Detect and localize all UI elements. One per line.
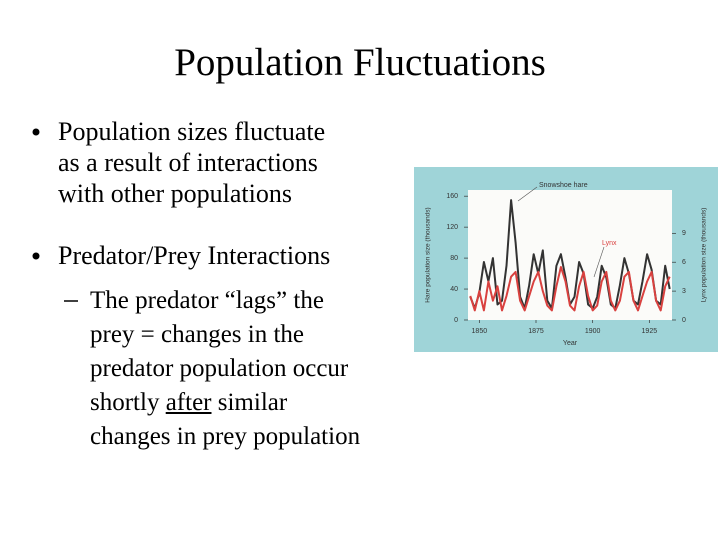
label-leader xyxy=(517,186,538,202)
x-tick-label: 1900 xyxy=(585,328,601,335)
x-tick-label: 1850 xyxy=(472,328,488,335)
y-tick-label: 80 xyxy=(450,255,458,262)
text-line: Predator/Prey Interactions xyxy=(58,241,331,270)
bullet-marker xyxy=(32,128,40,136)
label-leader xyxy=(593,246,605,278)
series-line xyxy=(469,266,671,312)
y-tick-label: 40 xyxy=(450,286,458,293)
x-tick-label: 1875 xyxy=(528,328,544,335)
y2-tick-label: 3 xyxy=(682,288,686,295)
x-tick-label: 1925 xyxy=(642,328,658,335)
series-label: Lynx xyxy=(602,240,617,247)
y2-axis-title: Lynx population size (thousands) xyxy=(701,208,708,303)
y-tick-label: 160 xyxy=(446,193,458,200)
text-run: after xyxy=(165,389,212,416)
text-run: shortly xyxy=(90,389,166,416)
bullet: Population sizes fluctuate as a result of… xyxy=(58,116,325,209)
text-line: shortly after similar xyxy=(90,386,360,420)
y2-tick-label: 0 xyxy=(682,317,686,324)
y2-tick-label: 6 xyxy=(682,259,686,266)
slide-title: Population Fluctuations xyxy=(174,41,546,84)
y2-tick-label: 9 xyxy=(682,230,686,237)
y-tick-label: 0 xyxy=(454,317,458,324)
y-tick-label: 120 xyxy=(446,224,458,231)
series-label: Snowshoe hare xyxy=(539,182,588,189)
bullet: Predator/Prey Interactions xyxy=(58,240,330,271)
text-line: changes in prey population xyxy=(90,423,361,450)
text-line: predator population occur xyxy=(90,355,349,382)
bullet-marker xyxy=(32,252,40,260)
text-run: similar xyxy=(211,389,288,416)
text-line: prey = changes in the xyxy=(90,321,305,348)
text-line: The predator “lags” the xyxy=(90,287,324,314)
y-axis-title: Hare population size (thousands) xyxy=(425,207,432,302)
text-line: Population sizes fluctuate xyxy=(58,117,326,146)
text-line: with other populations xyxy=(58,179,292,208)
sub-bullet: The predator “lags” the prey = changes in… xyxy=(90,284,360,454)
chart: 0 40 80 120 160 0 3 6 9 1850 1875 1900 1925 Year Hare … xyxy=(414,167,718,352)
x-axis-title: Year xyxy=(563,340,578,347)
text-line: as a result of interactions xyxy=(58,148,318,177)
